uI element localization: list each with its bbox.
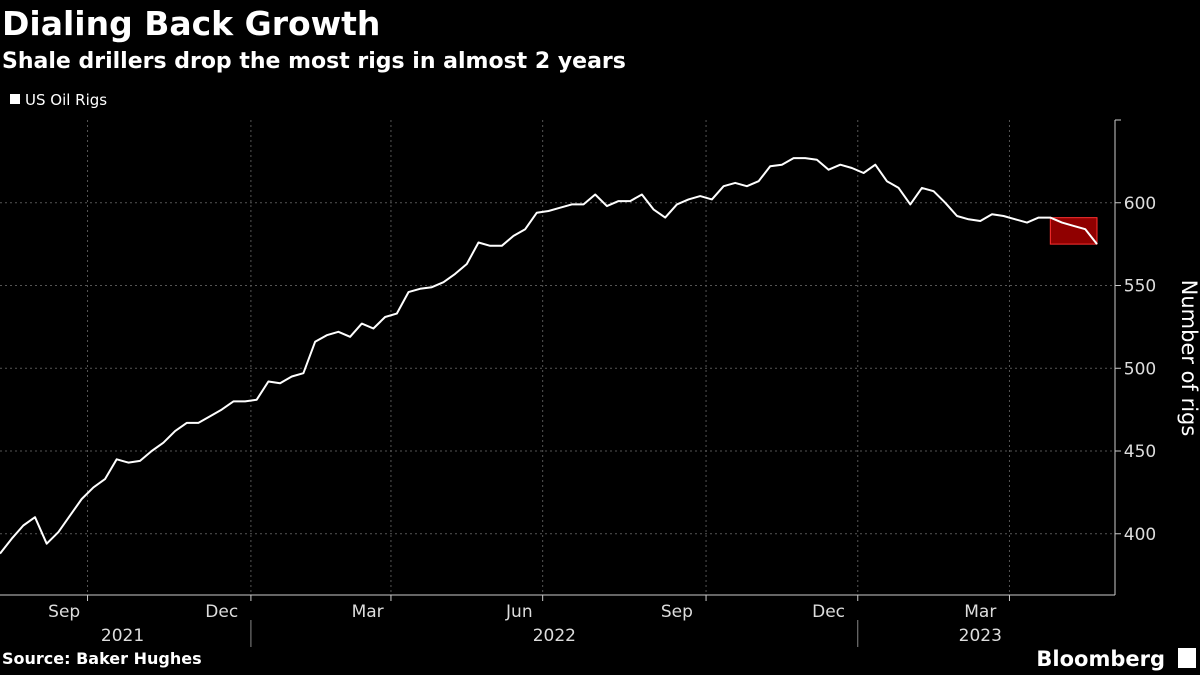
highlight-box [1049,217,1098,245]
y-tick-label: 400 [1124,525,1156,545]
y-tick-label: 550 [1124,277,1156,297]
x-tick-label: Mar [352,602,384,622]
chart-subtitle: Shale drillers drop the most rigs in alm… [2,49,626,74]
y-tick-label: 600 [1124,194,1156,214]
chart-title: Dialing Back Growth [2,4,380,43]
source: Source: Baker Hughes [2,649,202,668]
x-year-label: 2023 [959,626,1002,646]
x-tick-label: Dec [205,602,238,622]
y-axis-label: Number of rigs [1177,280,1200,437]
legend-label: US Oil Rigs [25,91,107,109]
x-tick-label: Mar [964,602,996,622]
y-tick-label: 450 [1124,442,1156,462]
brand-icon [1178,648,1196,668]
x-tick-label: Jun [505,602,533,622]
x-tick-label: Sep [661,602,693,622]
y-tick-label: 500 [1124,359,1156,379]
x-tick-label: Dec [812,602,845,622]
brand: Bloomberg [1036,647,1165,671]
legend-swatch [10,94,20,104]
series-line [0,157,1098,555]
x-year-label: 2021 [101,626,144,646]
x-tick-label: Sep [48,602,80,622]
x-year-label: 2022 [533,626,576,646]
